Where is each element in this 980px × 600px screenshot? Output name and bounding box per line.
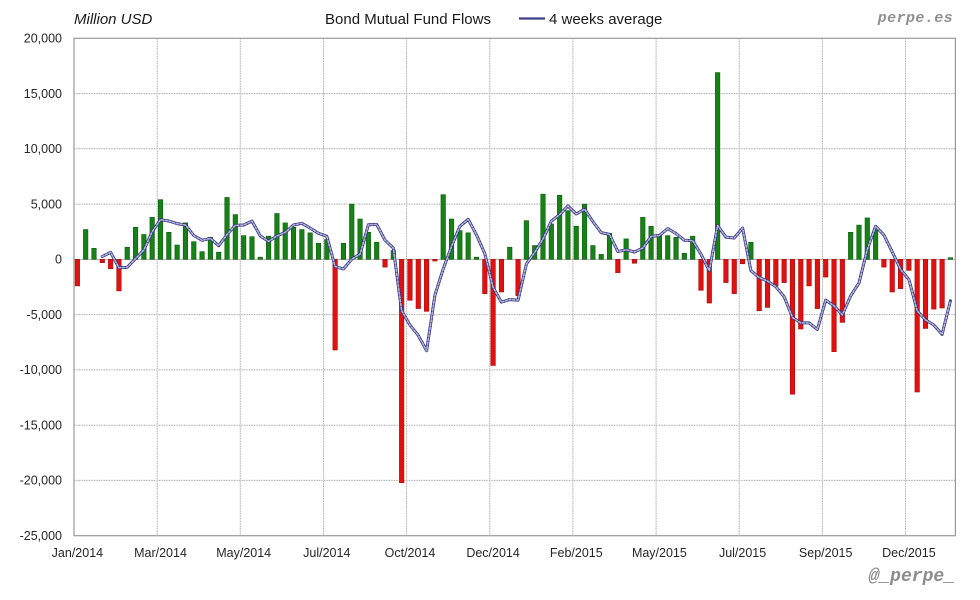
svg-text:Oct/2014: Oct/2014 — [385, 546, 436, 560]
svg-text:Dec/2015: Dec/2015 — [882, 546, 936, 560]
svg-text:Bond Mutual Fund Flows: Bond Mutual Fund Flows — [325, 11, 491, 28]
svg-text:15,000: 15,000 — [24, 87, 62, 101]
svg-text:0: 0 — [55, 253, 62, 267]
svg-text:@_perpe_: @_perpe_ — [869, 567, 955, 587]
svg-text:-25,000: -25,000 — [20, 529, 62, 543]
svg-text:10,000: 10,000 — [24, 142, 62, 156]
svg-text:Feb/2015: Feb/2015 — [550, 546, 603, 560]
svg-text:May/2015: May/2015 — [632, 546, 687, 560]
svg-text:-10,000: -10,000 — [20, 363, 62, 377]
svg-text:-5,000: -5,000 — [27, 308, 62, 322]
svg-text:-20,000: -20,000 — [20, 474, 62, 488]
svg-text:Jul/2014: Jul/2014 — [303, 546, 350, 560]
svg-text:Mar/2014: Mar/2014 — [134, 546, 187, 560]
svg-text:May/2014: May/2014 — [216, 546, 271, 560]
svg-text:20,000: 20,000 — [24, 32, 62, 46]
svg-text:Jul/2015: Jul/2015 — [719, 546, 766, 560]
svg-text:-15,000: -15,000 — [20, 419, 62, 433]
svg-text:Jan/2014: Jan/2014 — [52, 546, 103, 560]
svg-text:Million USD: Million USD — [74, 11, 153, 28]
svg-text:perpe.es: perpe.es — [877, 10, 953, 27]
svg-text:5,000: 5,000 — [31, 197, 62, 211]
svg-text:4 weeks average: 4 weeks average — [549, 11, 662, 28]
svg-text:Sep/2015: Sep/2015 — [799, 546, 853, 560]
svg-text:Dec/2014: Dec/2014 — [466, 546, 520, 560]
